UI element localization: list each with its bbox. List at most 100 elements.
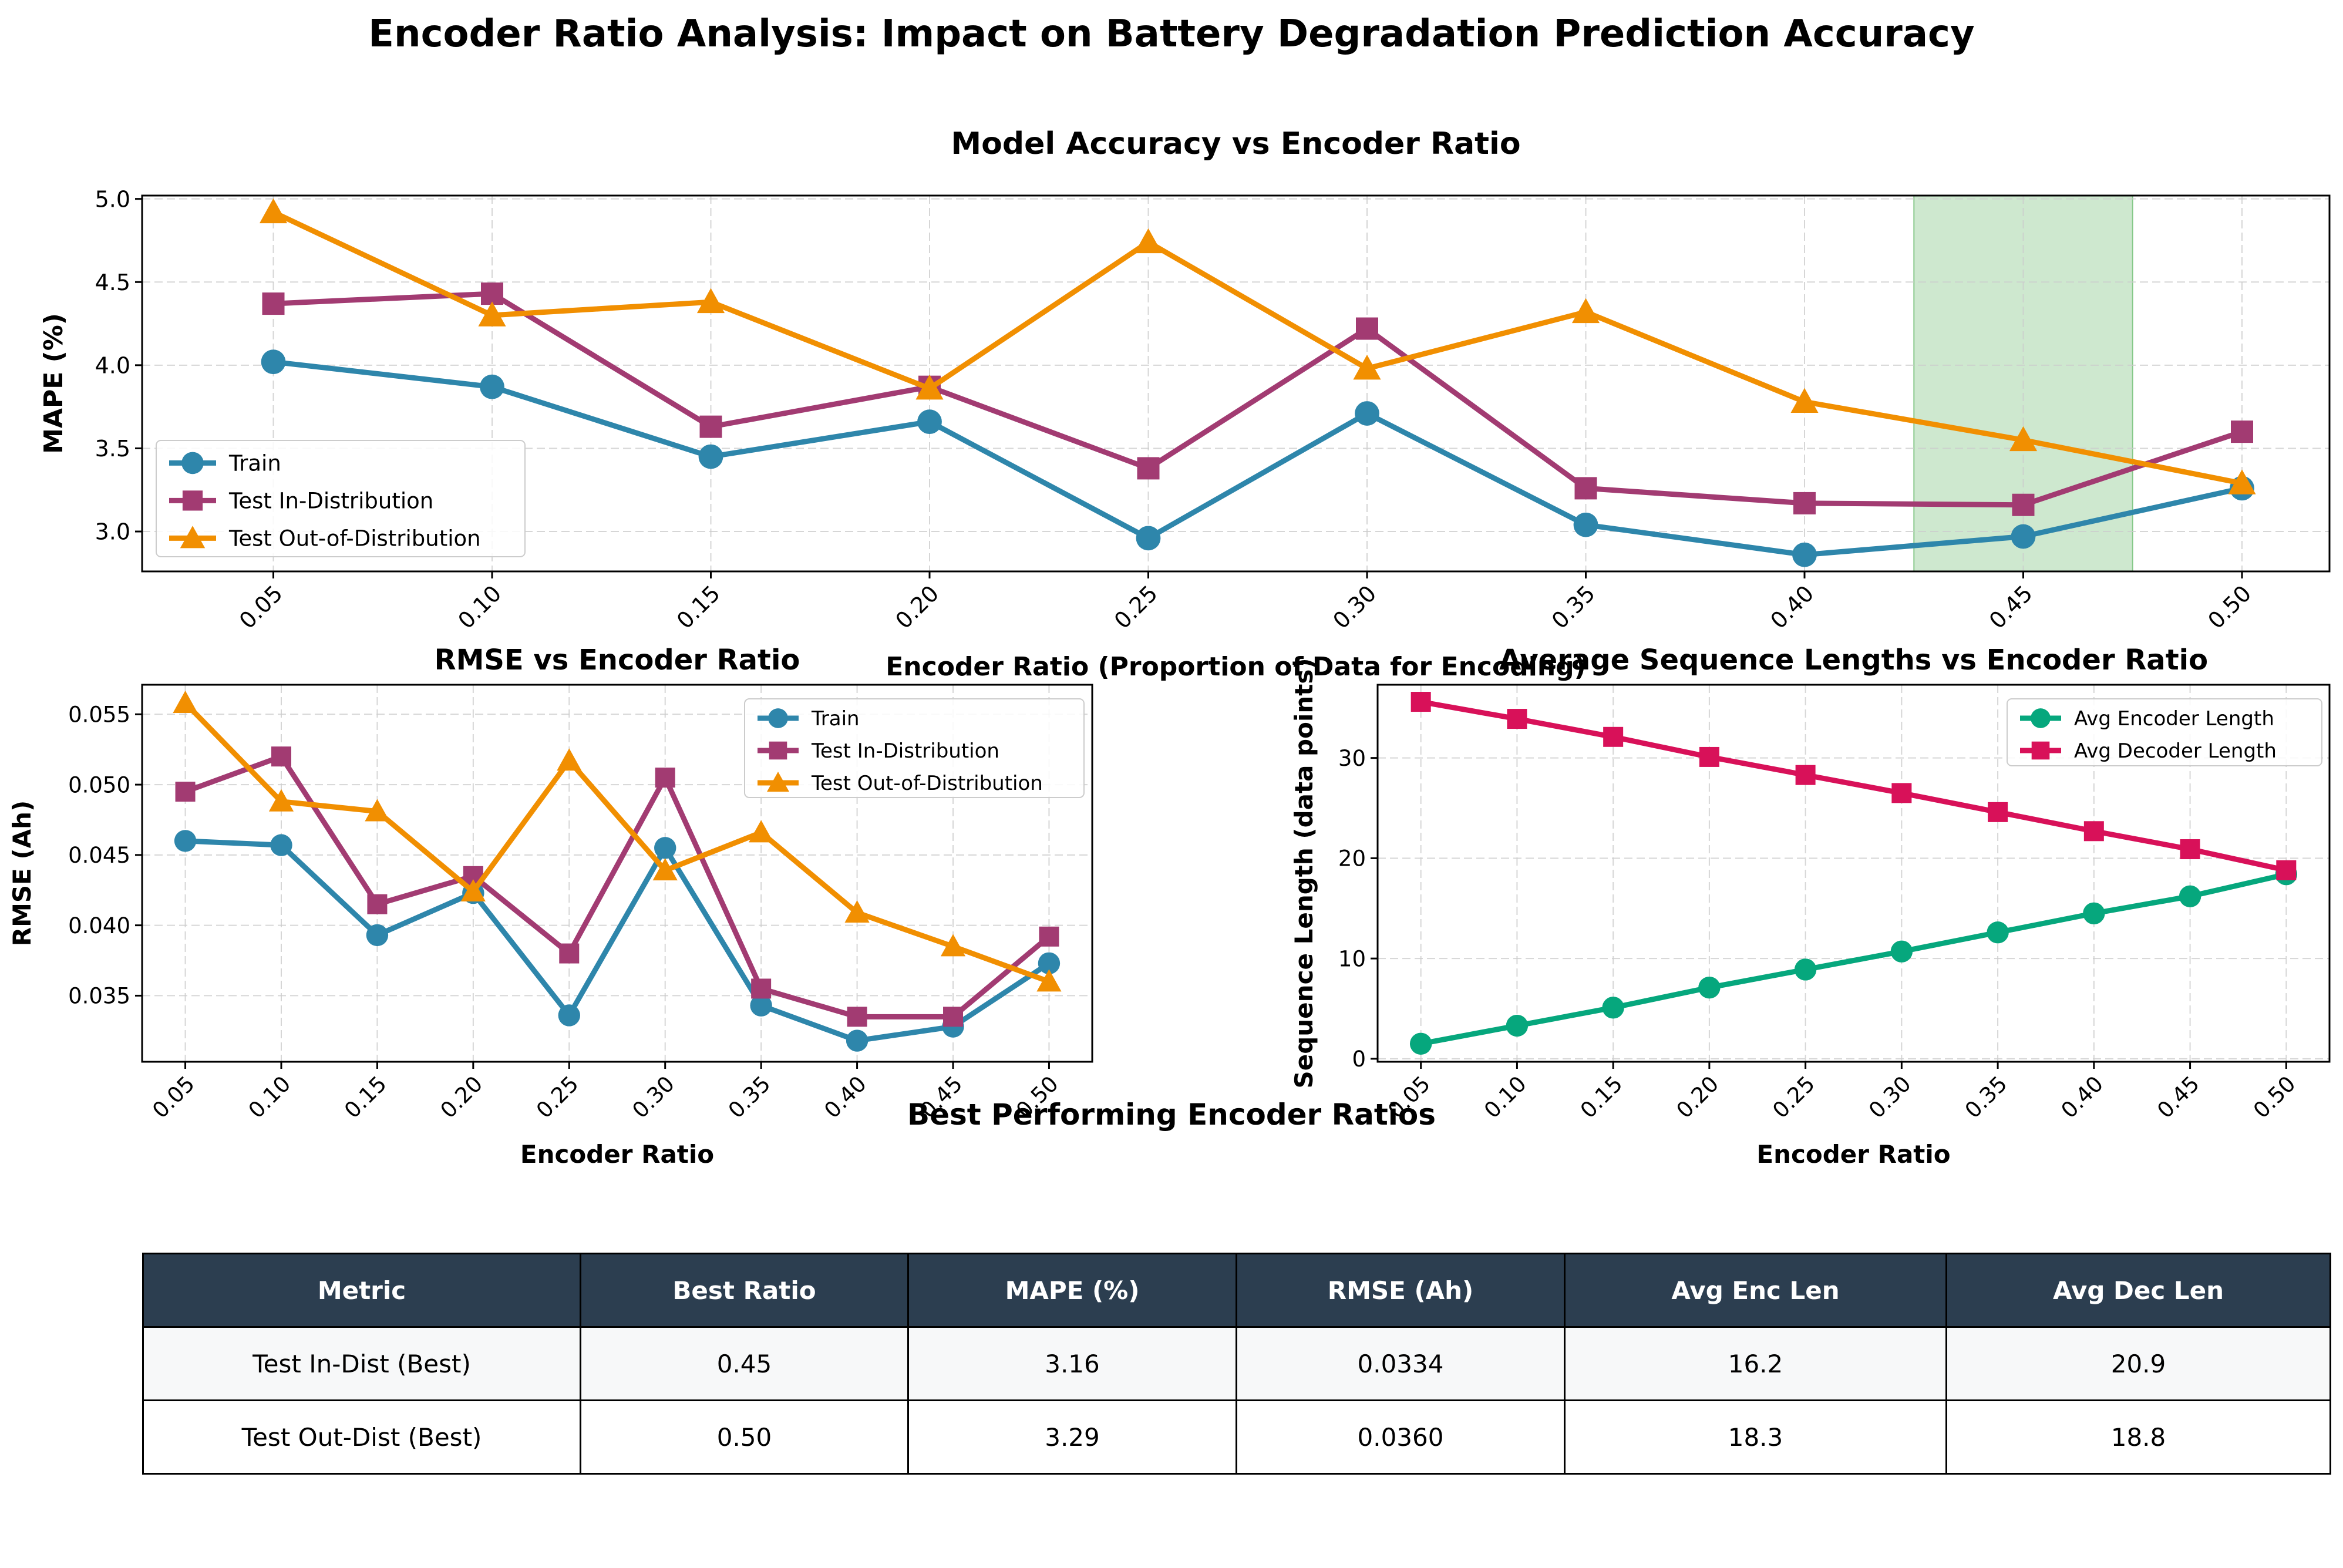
data-point	[2180, 839, 2200, 860]
table-cell: 16.2	[1564, 1326, 1947, 1401]
chart-title: Model Accuracy vs Encoder Ratio	[951, 126, 1520, 161]
data-point	[915, 374, 944, 400]
data-point	[2011, 524, 2036, 549]
legend-box	[744, 698, 1085, 798]
data-point	[271, 746, 291, 767]
data-point	[940, 934, 966, 957]
data-point	[655, 768, 675, 788]
data-point	[259, 198, 288, 224]
table-row: Test In-Dist (Best) 0.45 3.16 0.0334 16.…	[142, 1326, 2331, 1401]
y-tick-label: 0.055	[68, 702, 130, 728]
data-point	[2083, 821, 2104, 842]
legend-marker	[768, 708, 788, 728]
y-tick-label: 0	[1352, 1047, 1366, 1072]
data-point	[749, 820, 774, 843]
table-cell: 0.0360	[1236, 1399, 1566, 1475]
data-point	[460, 879, 486, 902]
y-tick-label: 0.045	[68, 843, 130, 868]
table-title: Best Performing Encoder Ratios	[907, 1098, 1436, 1132]
data-point	[751, 978, 772, 999]
data-point	[1039, 926, 1059, 947]
table-header-cell: Metric	[142, 1253, 581, 1328]
data-point	[2083, 902, 2105, 924]
data-point	[2012, 493, 2035, 516]
data-point	[1891, 783, 1912, 803]
table-cell: 3.16	[907, 1326, 1237, 1401]
data-point	[750, 994, 772, 1017]
legend-marker	[2031, 708, 2051, 728]
table-cell: Test Out-Dist (Best)	[142, 1399, 581, 1475]
legend-label: Train	[811, 707, 860, 731]
table-cell: 20.9	[1945, 1326, 2331, 1401]
plot-frame	[1376, 684, 2331, 1063]
legend-label: Test Out-of-Distribution	[228, 526, 481, 551]
data-point	[2228, 469, 2256, 494]
data-point	[1353, 354, 1381, 380]
data-point	[1410, 692, 1431, 712]
data-point	[1036, 969, 1062, 992]
data-point	[698, 444, 723, 469]
legend-marker	[181, 452, 204, 475]
data-point	[1355, 401, 1379, 426]
data-point	[1792, 542, 1817, 567]
data-point	[1698, 976, 1721, 999]
data-point	[174, 830, 197, 852]
y-axis-label: Sequence Length (data points)	[1290, 658, 1318, 1088]
data-point	[1573, 512, 1598, 537]
legend-box	[156, 440, 526, 557]
data-point	[2009, 426, 2038, 452]
legend-label: Avg Decoder Length	[2074, 739, 2277, 763]
data-point	[1699, 746, 1719, 767]
y-tick-label: 4.0	[95, 353, 130, 379]
chart-title: Average Sequence Lengths vs Encoder Rati…	[1499, 644, 2208, 677]
table-header-cell: Avg Enc Len	[1564, 1253, 1947, 1328]
data-point	[268, 789, 294, 812]
table-header-cell: Best Ratio	[580, 1253, 909, 1328]
data-point	[559, 943, 580, 964]
x-axis-label: Encoder Ratio	[1756, 1140, 1950, 1169]
y-tick-label: 3.5	[95, 436, 130, 462]
data-point	[1790, 388, 1819, 413]
data-point	[480, 374, 504, 399]
data-point	[1507, 709, 1527, 729]
y-tick-label: 0.050	[68, 772, 130, 798]
table-cell: 3.29	[907, 1399, 1237, 1475]
data-point	[1794, 958, 1817, 981]
data-point	[1038, 952, 1061, 975]
series-line	[272, 359, 2243, 558]
table-header-row: Metric Best Ratio MAPE (%) RMSE (Ah) Avg…	[142, 1253, 2331, 1328]
data-point	[917, 409, 942, 435]
x-axis-label: Encoder Ratio (Proportion of Data for En…	[886, 652, 1586, 682]
table-cell: 0.0334	[1236, 1326, 1566, 1401]
legend-marker	[180, 526, 206, 549]
legend-marker	[2031, 741, 2050, 760]
legend-marker	[182, 490, 203, 511]
data-point	[1987, 921, 2009, 944]
y-axis-label: RMSE (Ah)	[8, 800, 36, 947]
data-point	[1134, 228, 1163, 254]
data-point	[847, 1007, 867, 1027]
data-point	[1574, 477, 1597, 500]
data-point	[1603, 726, 1624, 747]
data-point	[2179, 885, 2201, 907]
data-point	[262, 292, 285, 315]
series-line	[1420, 699, 2287, 873]
legend-box	[2007, 698, 2322, 766]
plot-frame	[141, 194, 2331, 573]
table-header-cell: RMSE (Ah)	[1236, 1253, 1566, 1328]
data-point	[654, 837, 676, 859]
y-tick-label: 5.0	[95, 186, 130, 212]
y-tick-label: 0.035	[68, 984, 130, 1009]
figure-title: Encoder Ratio Analysis: Impact on Batter…	[368, 12, 1975, 56]
data-point	[558, 1004, 580, 1027]
table-header-cell: MAPE (%)	[907, 1253, 1237, 1328]
data-point	[699, 415, 722, 438]
legend-marker	[767, 772, 789, 792]
data-point	[844, 900, 870, 923]
legend-label: Test Out-of-Distribution	[811, 772, 1043, 795]
data-point	[1795, 765, 1816, 785]
table-header-cell: Avg Dec Len	[1945, 1253, 2331, 1328]
